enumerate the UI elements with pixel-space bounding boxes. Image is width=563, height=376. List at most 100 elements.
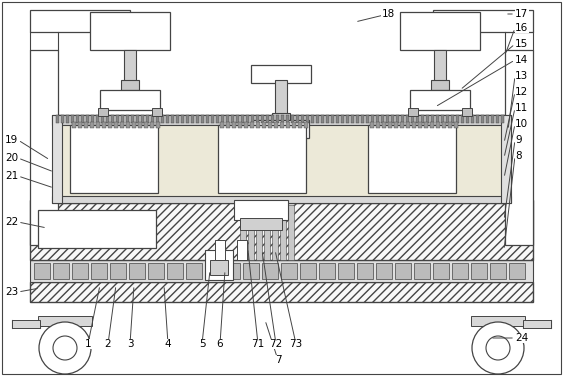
Bar <box>426 115 429 123</box>
Bar <box>126 122 130 128</box>
Text: 9: 9 <box>515 135 522 145</box>
Bar <box>433 263 449 279</box>
Bar <box>408 108 418 116</box>
Bar <box>304 122 308 128</box>
Bar <box>262 122 266 128</box>
Bar <box>400 122 404 128</box>
Text: 71: 71 <box>251 339 265 349</box>
Text: 13: 13 <box>515 71 528 81</box>
Text: 6: 6 <box>217 339 224 349</box>
Bar <box>52 115 511 125</box>
Bar <box>148 263 164 279</box>
Bar <box>241 115 244 123</box>
Bar <box>394 122 398 128</box>
Bar <box>216 115 219 123</box>
Bar <box>52 115 62 203</box>
Bar <box>306 115 309 123</box>
Bar <box>311 115 314 123</box>
Text: 72: 72 <box>269 339 283 349</box>
Bar <box>126 115 129 123</box>
Bar <box>220 122 224 128</box>
Bar <box>412 122 416 128</box>
Bar <box>471 316 525 326</box>
Bar <box>98 108 108 116</box>
Bar <box>316 115 319 123</box>
Bar <box>272 113 290 123</box>
Bar <box>91 263 107 279</box>
Bar <box>481 115 484 123</box>
Bar <box>176 115 179 123</box>
Bar <box>146 115 149 123</box>
Bar <box>336 115 339 123</box>
Bar <box>418 122 422 128</box>
Bar <box>298 122 302 128</box>
Bar <box>86 115 89 123</box>
Bar <box>251 115 254 123</box>
Bar <box>218 125 306 193</box>
Bar <box>72 122 76 128</box>
Text: 21: 21 <box>5 171 18 181</box>
Circle shape <box>39 322 91 374</box>
Bar <box>110 263 126 279</box>
Bar <box>243 263 259 279</box>
Bar <box>280 205 286 260</box>
Bar <box>410 90 470 110</box>
Bar <box>436 122 440 128</box>
Bar <box>376 263 392 279</box>
Bar <box>466 115 469 123</box>
Bar <box>476 115 479 123</box>
Bar <box>244 122 248 128</box>
Bar <box>462 108 472 116</box>
Bar <box>509 263 525 279</box>
Bar <box>196 115 199 123</box>
Text: 2: 2 <box>105 339 111 349</box>
Bar <box>434 50 446 82</box>
Bar <box>34 263 50 279</box>
Bar <box>286 122 290 128</box>
Bar <box>226 115 229 123</box>
Bar <box>430 122 434 128</box>
Bar <box>156 115 159 123</box>
Bar <box>381 115 384 123</box>
Bar <box>471 115 474 123</box>
Bar <box>491 115 494 123</box>
Bar <box>256 122 260 128</box>
Bar <box>71 115 74 123</box>
Bar <box>215 240 225 260</box>
Bar <box>90 122 94 128</box>
Bar <box>56 115 59 123</box>
Bar <box>490 263 506 279</box>
Bar <box>141 115 144 123</box>
Text: 5: 5 <box>199 339 205 349</box>
Text: 16: 16 <box>515 23 528 33</box>
Bar <box>396 115 399 123</box>
Bar <box>101 115 104 123</box>
Bar <box>391 115 394 123</box>
Bar <box>108 122 112 128</box>
Text: 8: 8 <box>515 151 522 161</box>
Bar <box>442 122 446 128</box>
Bar <box>38 316 92 326</box>
Bar <box>416 115 419 123</box>
Bar <box>251 65 311 83</box>
Bar <box>120 122 124 128</box>
Bar <box>151 115 154 123</box>
Text: 73: 73 <box>289 339 303 349</box>
Bar <box>240 218 282 230</box>
Bar <box>382 122 386 128</box>
Bar <box>406 122 410 128</box>
Bar <box>114 122 118 128</box>
Bar <box>116 115 119 123</box>
Bar <box>441 115 444 123</box>
Bar <box>253 120 309 138</box>
Bar <box>401 115 404 123</box>
Bar <box>191 115 194 123</box>
Bar <box>234 200 288 220</box>
Bar <box>52 115 511 203</box>
Bar <box>100 90 160 110</box>
Bar <box>411 115 414 123</box>
Bar <box>237 240 247 260</box>
Bar <box>262 263 278 279</box>
Bar <box>424 122 428 128</box>
Bar <box>281 263 297 279</box>
